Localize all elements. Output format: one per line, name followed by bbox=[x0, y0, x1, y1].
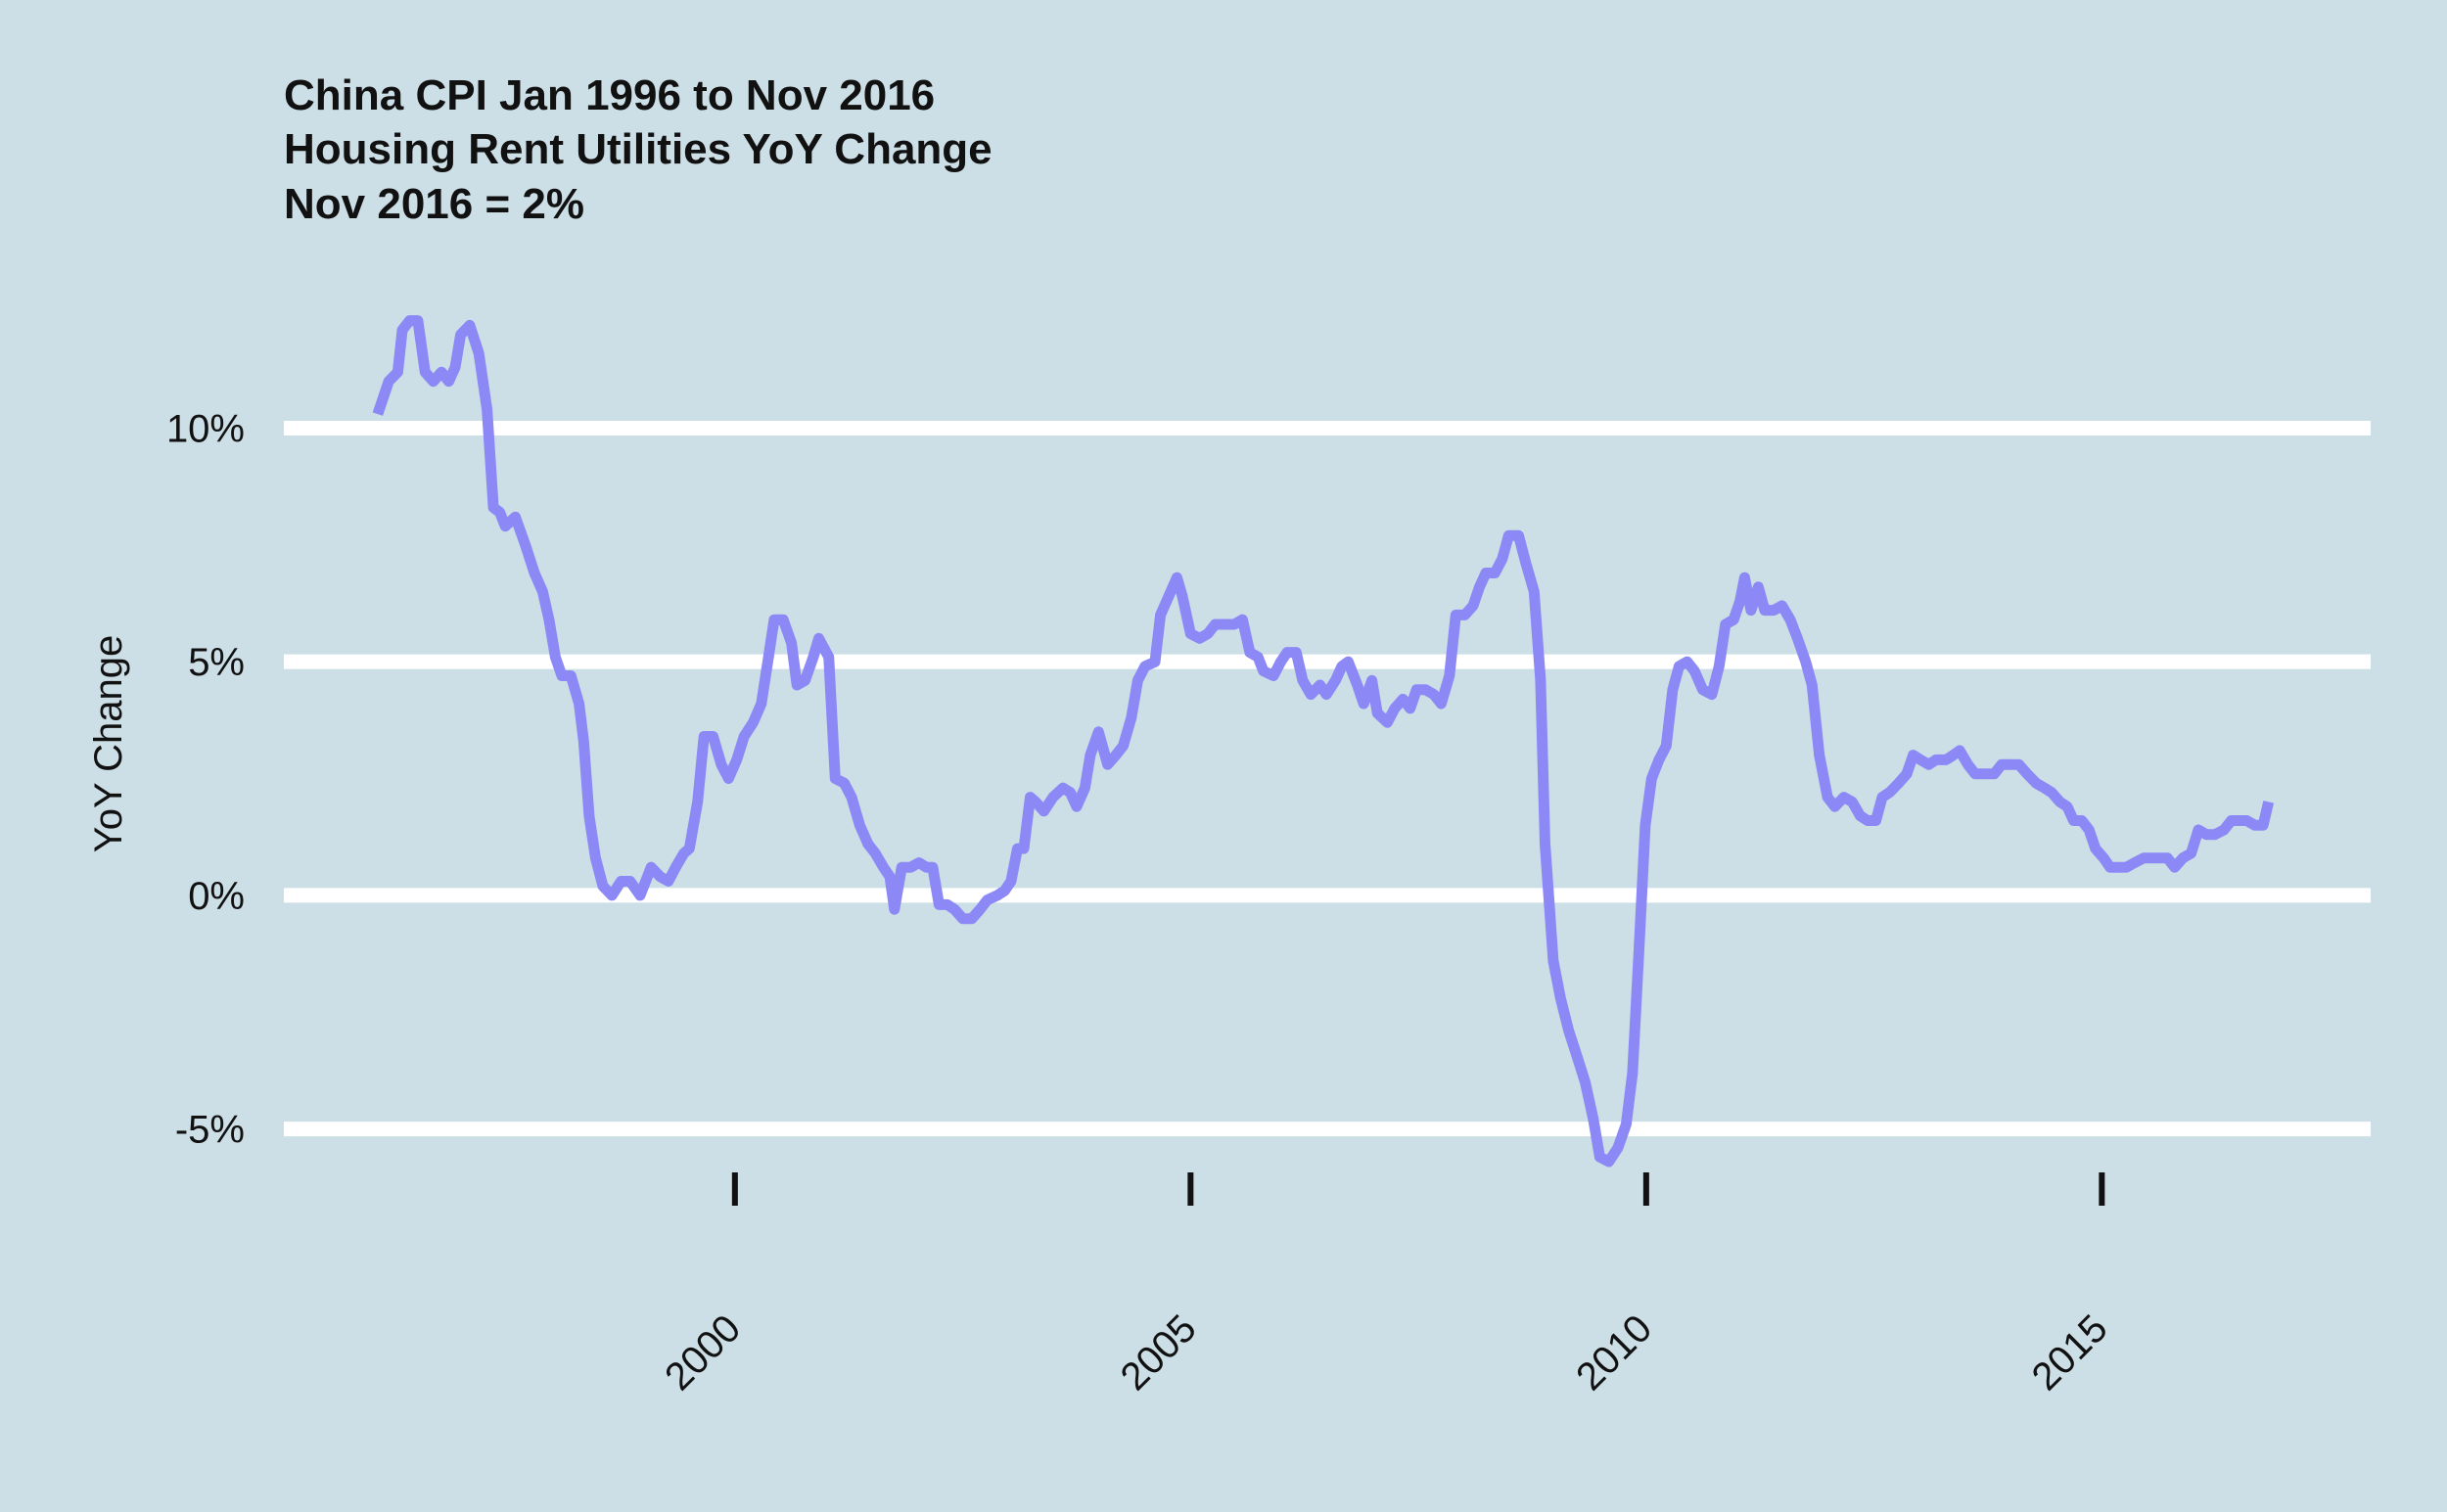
title-line: Housing Rent Utilities YoY Change bbox=[284, 125, 993, 173]
data-line bbox=[372, 315, 2275, 1168]
y-tick-label: 10% bbox=[166, 407, 245, 450]
y-tick-label: -5% bbox=[175, 1109, 245, 1152]
y-tick-label: 5% bbox=[188, 641, 245, 684]
title-line: China CPI Jan 1996 to Nov 2016 bbox=[284, 71, 935, 119]
y-tick-label: 0% bbox=[188, 875, 245, 918]
y-axis-label: YoY Change bbox=[87, 635, 130, 852]
title-line: Nov 2016 = 2% bbox=[284, 180, 584, 228]
